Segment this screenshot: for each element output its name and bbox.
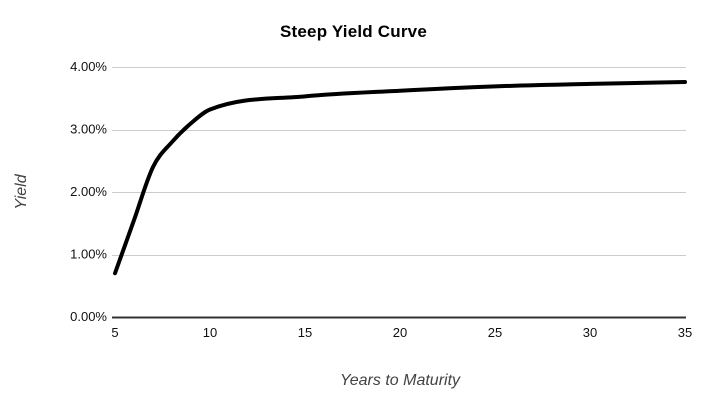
x-tick-label: 30	[583, 325, 597, 340]
y-tick-label: 4.00%	[70, 59, 107, 74]
yield-curve-line	[113, 80, 687, 276]
x-tick-label: 15	[298, 325, 312, 340]
y-tick-label: 2.00%	[70, 184, 107, 199]
y-axis-title: Yield	[13, 174, 30, 210]
x-tick-label: 20	[393, 325, 407, 340]
chart-title: Steep Yield Curve	[279, 22, 427, 41]
y-tick-label: 1.00%	[70, 247, 107, 262]
y-tick-label: 3.00%	[70, 122, 107, 137]
x-tick-label: 5	[111, 325, 118, 340]
x-tick-label: 10	[203, 325, 217, 340]
y-tick-label: 0.00%	[70, 309, 107, 324]
x-tick-label: 35	[678, 325, 692, 340]
x-tick-label: 25	[488, 325, 502, 340]
x-axis-title: Years to Maturity	[339, 372, 461, 389]
